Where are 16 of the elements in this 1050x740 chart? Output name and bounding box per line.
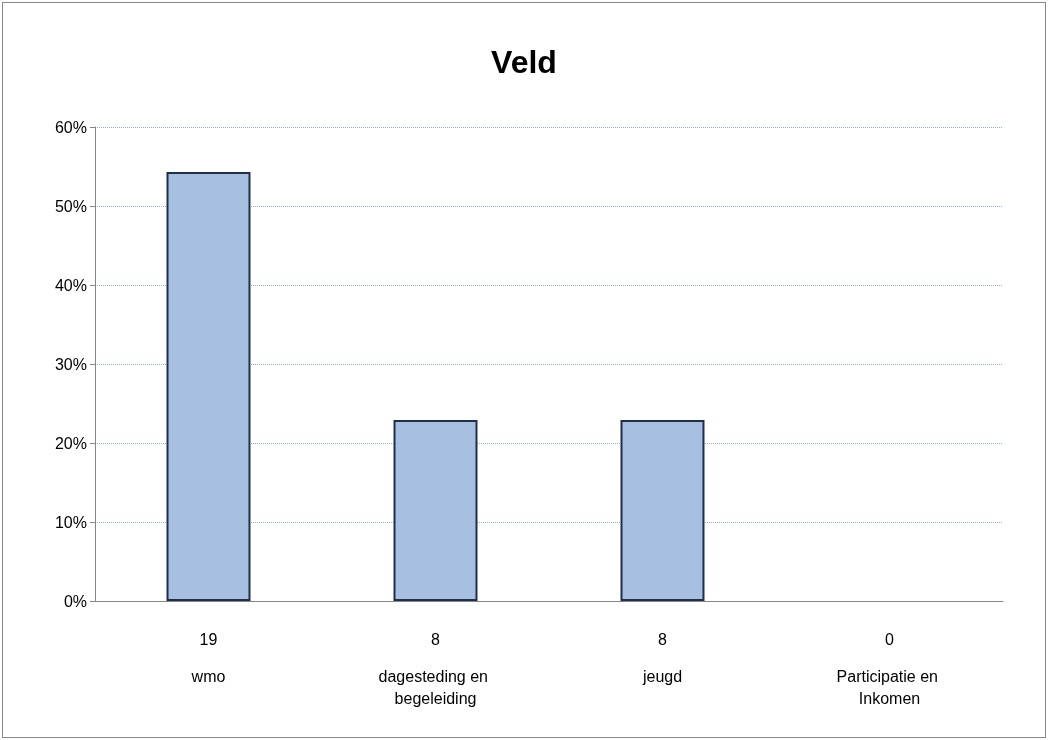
text: 8	[658, 630, 668, 648]
y-tick-label: 50%	[54, 197, 87, 215]
y-tick-label: 20%	[54, 434, 87, 452]
chart-title: Veld	[491, 44, 557, 80]
y-tick-label: 0%	[63, 592, 87, 610]
y-tick-label: 40%	[54, 276, 87, 294]
x-tick-label: dagesteding en begeleiding	[378, 667, 493, 707]
x-tick-label: jeugd	[641, 667, 683, 685]
y-tick-label: 30%	[54, 355, 87, 373]
y-tick-label: 10%	[54, 513, 87, 531]
y-tick-label: 60%	[54, 118, 87, 136]
text: 8	[431, 630, 441, 648]
text: 19	[199, 630, 218, 648]
x-tick-label: Participatie en Inkomen	[836, 667, 943, 707]
x-tick-label: wmo	[190, 667, 226, 685]
text: 0	[885, 630, 895, 648]
